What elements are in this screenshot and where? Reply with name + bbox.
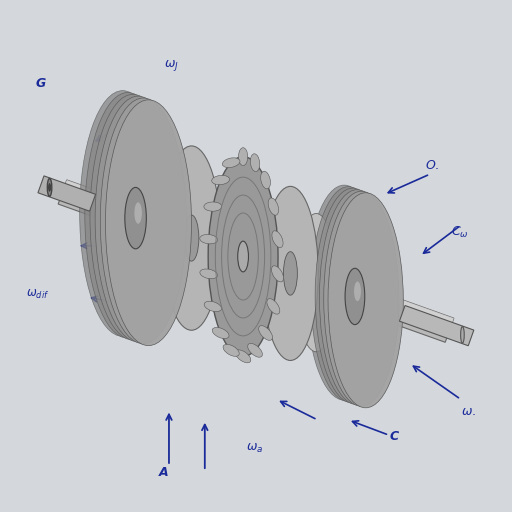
Ellipse shape <box>204 301 222 312</box>
Ellipse shape <box>212 328 229 338</box>
Ellipse shape <box>267 298 280 314</box>
Ellipse shape <box>307 185 382 400</box>
Ellipse shape <box>328 193 403 408</box>
Ellipse shape <box>238 241 248 272</box>
Ellipse shape <box>204 202 222 211</box>
Ellipse shape <box>162 146 221 330</box>
Ellipse shape <box>250 154 260 172</box>
Ellipse shape <box>315 188 390 403</box>
Ellipse shape <box>284 251 297 295</box>
Polygon shape <box>399 306 474 346</box>
Ellipse shape <box>272 231 283 248</box>
Ellipse shape <box>208 157 278 356</box>
Ellipse shape <box>271 266 284 282</box>
Ellipse shape <box>90 94 176 340</box>
Ellipse shape <box>134 202 142 224</box>
Ellipse shape <box>100 98 186 344</box>
Text: $\omega.$: $\omega.$ <box>461 404 476 418</box>
Ellipse shape <box>80 91 166 336</box>
Ellipse shape <box>144 157 187 301</box>
Ellipse shape <box>311 187 386 401</box>
Ellipse shape <box>319 190 395 404</box>
Ellipse shape <box>239 147 248 166</box>
Ellipse shape <box>105 100 191 346</box>
Text: $O.$: $O.$ <box>425 159 439 172</box>
Text: A: A <box>159 466 168 479</box>
Polygon shape <box>64 180 454 326</box>
Text: $\omega_J$: $\omega_J$ <box>164 58 179 73</box>
Text: $C_\omega$: $C_\omega$ <box>451 225 468 240</box>
Ellipse shape <box>125 187 146 249</box>
Ellipse shape <box>259 326 272 340</box>
Ellipse shape <box>95 96 181 342</box>
Ellipse shape <box>324 191 399 407</box>
Ellipse shape <box>248 344 262 357</box>
Text: G: G <box>36 77 46 90</box>
Ellipse shape <box>200 269 218 279</box>
Ellipse shape <box>47 179 52 196</box>
Ellipse shape <box>223 345 239 356</box>
Text: C: C <box>389 430 398 443</box>
Ellipse shape <box>354 282 361 301</box>
Text: $\omega_a$: $\omega_a$ <box>246 441 263 455</box>
Ellipse shape <box>461 327 464 343</box>
Ellipse shape <box>222 158 240 167</box>
Polygon shape <box>38 176 96 211</box>
Ellipse shape <box>268 198 279 215</box>
Ellipse shape <box>85 93 171 338</box>
Ellipse shape <box>236 350 251 363</box>
Polygon shape <box>58 180 454 343</box>
Ellipse shape <box>345 268 365 325</box>
Ellipse shape <box>261 171 270 189</box>
Ellipse shape <box>200 234 218 244</box>
Ellipse shape <box>49 184 51 191</box>
Ellipse shape <box>295 214 337 352</box>
Ellipse shape <box>263 186 318 360</box>
Ellipse shape <box>184 215 199 261</box>
Text: $\omega_{dif}$: $\omega_{dif}$ <box>26 288 49 301</box>
Ellipse shape <box>212 175 229 185</box>
